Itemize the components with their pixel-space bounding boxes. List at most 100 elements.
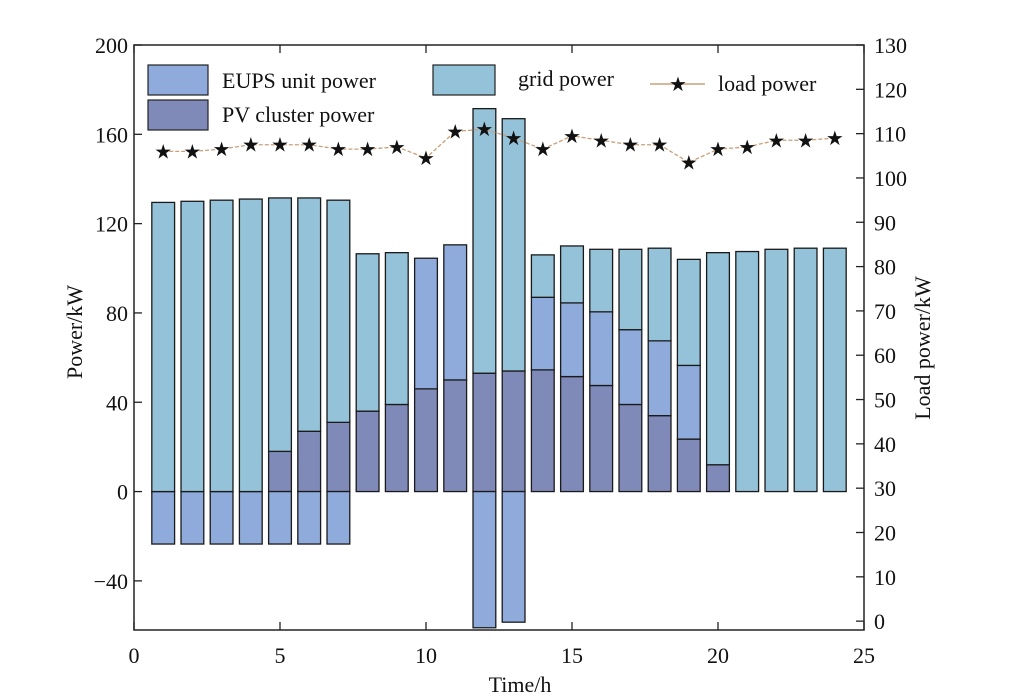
bar-grid-power-21 [735,250,760,493]
load-power-point-1: ★ [154,141,172,163]
legend-label-load: load power [718,71,817,96]
bars-layer [151,107,847,629]
y-tick-label-80: 80 [106,301,128,326]
y2-tick-label-30: 30 [874,476,896,501]
bar-pv-cluster-power-10 [413,388,439,493]
load-power-point-8: ★ [359,139,377,161]
y2-tick-label-40: 40 [874,432,896,457]
load-power-point-18: ★ [651,135,669,157]
bar-pv-cluster-power-5 [267,450,293,493]
x-tick-label-20: 20 [707,643,729,668]
load-power-point-2: ★ [183,141,201,163]
load-power-point-5: ★ [271,135,289,157]
y2-tick-label-20: 20 [874,521,896,546]
y2-tick-label-130: 130 [874,33,907,58]
bar-pv-cluster-power-6 [297,430,322,493]
load-power-point-24: ★ [826,128,844,150]
bar-grid-power-8 [355,253,380,412]
bar-pv-cluster-power-19 [676,438,701,493]
bar-eups-unit-power-13 [501,490,526,623]
x-tick-label-5: 5 [275,643,286,668]
bar-grid-power-9 [384,252,409,406]
load-power-point-11: ★ [446,121,464,143]
bar-grid-power-1 [151,201,176,493]
load-power-line [163,128,835,164]
load-power-point-22: ★ [767,130,785,152]
y-tick-label-200: 200 [95,33,128,58]
y-tick-label-0: 0 [117,480,128,505]
bar-eups-unit-power-6 [297,490,322,545]
bar-grid-power-23 [793,247,818,493]
ticks-layer: 0 5 10 15 20 25 −40 0 40 80 120 160 200 0 10 20 30 40 50 60… [94,33,907,668]
bar-grid-power-20 [705,252,731,466]
y2-tick-label-80: 80 [874,255,896,280]
y2-tick-label-50: 50 [874,388,896,413]
bar-grid-power-5 [267,197,293,453]
legend-swatch-grid [432,64,496,96]
y-tick-label-160: 160 [95,122,128,147]
legend-marker-load: ★ [669,74,687,96]
bar-eups-unit-power-2 [180,490,205,545]
bar-pv-cluster-power-9 [384,403,409,493]
load-power-point-14: ★ [534,139,552,161]
bar-grid-power-18 [647,247,672,342]
bar-grid-power-14 [530,254,555,298]
load-power-point-23: ★ [797,130,815,152]
bar-grid-power-2 [180,200,205,493]
bar-grid-power-24 [822,247,847,493]
bar-pv-cluster-power-15 [559,375,585,493]
load-power-point-3: ★ [213,139,231,161]
bar-grid-power-15 [559,245,585,304]
load-power-point-21: ★ [738,137,756,159]
x-tick-label-10: 10 [415,643,437,668]
bar-grid-power-7 [326,199,351,423]
legend-label-grid: grid power [518,66,615,91]
legend-swatch-eups [147,64,209,96]
load-power-point-16: ★ [592,130,610,152]
legend-label-eups: EUPS unit power [222,68,377,93]
x-tick-label-15: 15 [561,643,583,668]
legend-label-pv: PV cluster power [222,102,375,127]
bar-eups-unit-power-16 [589,311,614,387]
load-power-point-19: ★ [680,152,698,174]
bar-grid-power-22 [764,248,789,493]
load-power-point-12: ★ [475,119,493,141]
bar-pv-cluster-power-7 [326,421,351,493]
y2-axis-title: Load power/kW [910,276,935,420]
y2-tick-label-70: 70 [874,299,896,324]
x-axis-title: Time/h [489,672,552,697]
bar-eups-unit-power-1 [151,490,176,545]
load-power-point-6: ★ [300,135,318,157]
y-axis-title: Power/kW [62,285,87,379]
bar-grid-power-17 [618,248,643,331]
plot-frame [133,44,865,631]
x-tick-label-0: 0 [129,643,140,668]
y2-tick-label-110: 110 [874,122,906,147]
bar-eups-unit-power-11 [443,244,468,381]
y2-tick-label-60: 60 [874,343,896,368]
y-tick-label-120: 120 [95,212,128,237]
bar-eups-unit-power-18 [647,340,672,417]
y-tick-label-40: 40 [106,390,128,415]
bar-pv-cluster-power-8 [355,410,380,493]
bar-pv-cluster-power-14 [530,369,555,493]
legend: EUPS unit power PV cluster power grid po… [147,64,817,131]
bar-eups-unit-power-5 [267,490,293,545]
y2-tick-label-100: 100 [874,166,907,191]
bar-pv-cluster-power-17 [618,403,643,493]
bar-grid-power-4 [238,198,263,493]
bar-pv-cluster-power-18 [647,414,672,493]
bar-eups-unit-power-7 [326,490,351,545]
load-power-point-10: ★ [417,148,435,170]
bar-pv-cluster-power-11 [443,379,468,493]
bar-grid-power-19 [676,258,701,367]
y2-tick-label-120: 120 [874,77,907,102]
load-power-point-15: ★ [563,126,581,148]
bar-pv-cluster-power-12 [472,372,497,493]
y-tick-label--40: −40 [94,569,128,594]
bar-grid-power-16 [589,248,614,313]
y2-tick-label-0: 0 [874,609,885,634]
bar-pv-cluster-power-13 [501,370,526,493]
bar-grid-power-12 [472,107,497,374]
y2-tick-label-10: 10 [874,565,896,590]
